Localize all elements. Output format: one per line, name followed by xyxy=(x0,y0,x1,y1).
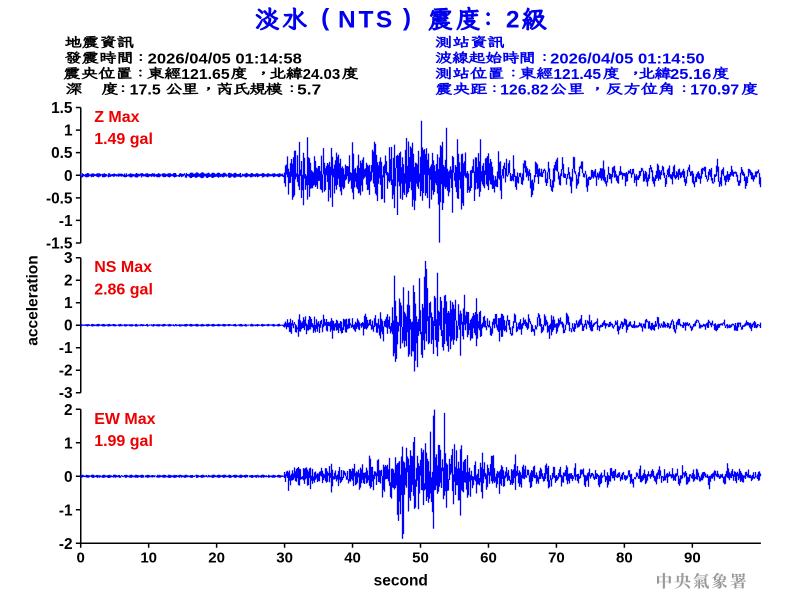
svg-text:24.03: 24.03 xyxy=(303,67,341,83)
svg-text:acceleration: acceleration xyxy=(24,255,41,345)
svg-text:0: 0 xyxy=(77,550,85,567)
svg-text:25.16: 25.16 xyxy=(670,67,711,83)
svg-text:T: T xyxy=(358,7,373,34)
svg-text:EW Max: EW Max xyxy=(94,411,155,428)
svg-text:126.82: 126.82 xyxy=(500,83,548,99)
svg-text:2: 2 xyxy=(64,273,73,290)
svg-text:3: 3 xyxy=(64,250,73,267)
svg-text:170.97: 170.97 xyxy=(690,83,739,99)
svg-text:0: 0 xyxy=(64,469,73,486)
svg-text:1.99 gal: 1.99 gal xyxy=(94,433,153,450)
svg-text:0.5: 0.5 xyxy=(51,145,73,162)
svg-text:2: 2 xyxy=(506,7,520,34)
svg-text:2: 2 xyxy=(64,402,73,419)
svg-text:10: 10 xyxy=(140,550,157,567)
svg-text:2.86 gal: 2.86 gal xyxy=(94,281,153,298)
svg-text:N: N xyxy=(338,7,356,34)
svg-text:): ) xyxy=(403,4,411,31)
svg-text:-1: -1 xyxy=(59,213,73,230)
svg-text:second: second xyxy=(374,572,428,589)
svg-text:Z Max: Z Max xyxy=(94,109,139,126)
svg-text:70: 70 xyxy=(548,550,565,567)
svg-text:80: 80 xyxy=(616,550,633,567)
svg-text:0: 0 xyxy=(64,168,73,185)
svg-text:17.5: 17.5 xyxy=(130,83,161,99)
svg-text:S: S xyxy=(376,7,392,34)
svg-text:5.7: 5.7 xyxy=(297,83,321,99)
svg-text:-1: -1 xyxy=(59,502,73,519)
svg-text:1.49 gal: 1.49 gal xyxy=(94,131,153,148)
svg-text:30: 30 xyxy=(276,550,293,567)
svg-text:1.5: 1.5 xyxy=(51,100,73,117)
svg-text:50: 50 xyxy=(412,550,429,567)
svg-text:1: 1 xyxy=(64,295,73,312)
svg-text:-1.5: -1.5 xyxy=(46,236,73,253)
svg-text:-0.5: -0.5 xyxy=(46,190,73,207)
svg-text:2026/04/05 01:14:58: 2026/04/05 01:14:58 xyxy=(148,51,302,67)
svg-text:1: 1 xyxy=(64,435,73,452)
svg-text:60: 60 xyxy=(480,550,497,567)
svg-text:-3: -3 xyxy=(59,385,73,402)
svg-text:2026/04/05 01:14:50: 2026/04/05 01:14:50 xyxy=(550,51,705,67)
svg-text:-2: -2 xyxy=(59,363,73,380)
svg-text:20: 20 xyxy=(208,550,225,567)
svg-text:-2: -2 xyxy=(59,536,73,553)
svg-text:(: ( xyxy=(321,4,330,31)
svg-text:90: 90 xyxy=(684,550,701,567)
svg-text:0: 0 xyxy=(64,318,73,335)
svg-text:1: 1 xyxy=(64,123,73,140)
svg-text:-1: -1 xyxy=(59,340,73,357)
svg-text:121.45: 121.45 xyxy=(553,67,601,83)
svg-text:40: 40 xyxy=(344,550,361,567)
svg-text:NS Max: NS Max xyxy=(94,259,152,276)
svg-text:121.65: 121.65 xyxy=(181,67,230,83)
